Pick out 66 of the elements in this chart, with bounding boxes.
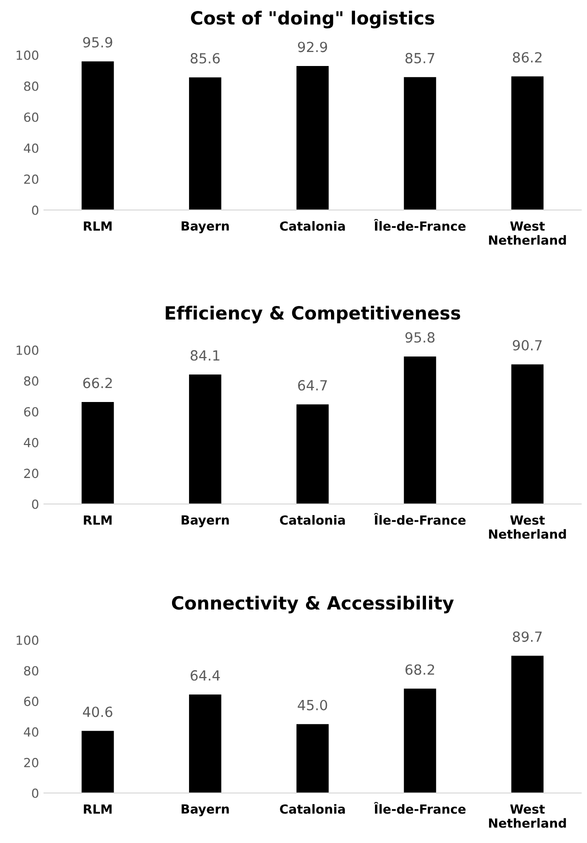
- x-tick-label: Bayern: [182, 804, 229, 816]
- y-tick-label: 20: [24, 758, 38, 768]
- x-tick-label: West Netherland: [489, 804, 566, 828]
- data-label: 90.7: [512, 340, 542, 351]
- bar: [189, 374, 222, 504]
- y-tick-label: 60: [24, 407, 38, 417]
- y-tick-label: 100: [16, 50, 38, 60]
- data-label: 40.6: [82, 706, 112, 718]
- x-tick-label: Bayern: [182, 221, 229, 234]
- bar: [82, 61, 114, 210]
- y-tick-label: 100: [16, 635, 38, 645]
- y-tick-label: 80: [24, 666, 38, 676]
- y-tick-label: 40: [24, 727, 38, 737]
- bar: [82, 402, 114, 504]
- bar: [511, 364, 544, 504]
- y-tick-label: 60: [24, 696, 38, 706]
- y-tick-label: 80: [24, 81, 38, 91]
- bar: [404, 356, 436, 504]
- bar: [511, 656, 544, 793]
- data-label: 66.2: [83, 378, 112, 388]
- y-tick-label: 40: [24, 438, 38, 448]
- data-label: 95.8: [405, 332, 435, 343]
- bar: [296, 404, 329, 504]
- x-tick-label: West Netherland: [489, 515, 566, 539]
- y-tick-label: 100: [16, 345, 38, 355]
- bar: [404, 688, 436, 793]
- data-label: 45.0: [298, 700, 328, 710]
- x-tick-label: Île-de-France: [374, 219, 466, 231]
- y-tick-label: 80: [24, 376, 38, 386]
- data-label: 92.9: [298, 42, 328, 52]
- x-tick-label: Bayern: [182, 515, 229, 528]
- x-tick-label: RLM: [84, 804, 112, 814]
- data-label: 95.9: [83, 37, 112, 48]
- bar: [404, 77, 436, 210]
- x-tick-label: Catalonia: [280, 515, 345, 525]
- data-label: 68.2: [406, 664, 434, 675]
- data-label: 64.4: [190, 670, 220, 681]
- x-tick-label: Catalonia: [280, 221, 345, 231]
- chart-title: Connectivity & Accessibility: [172, 596, 454, 614]
- y-tick-label: 20: [24, 174, 38, 184]
- y-tick-label: 40: [24, 143, 38, 153]
- data-label: 85.6: [190, 53, 220, 64]
- data-label: 64.7: [298, 380, 327, 391]
- data-label: 85.7: [405, 52, 434, 64]
- data-label: 86.2: [512, 52, 542, 63]
- data-label: 89.7: [512, 631, 542, 642]
- x-tick-label: RLM: [84, 221, 112, 231]
- chart-title: Cost of "doing" logistics: [190, 10, 434, 28]
- y-tick-label: 0: [32, 788, 38, 798]
- x-tick-label: Catalonia: [280, 804, 345, 814]
- bar: [296, 66, 329, 210]
- data-label: 84.1: [190, 350, 220, 361]
- y-tick-label: 0: [32, 499, 38, 509]
- y-tick-label: 60: [24, 112, 38, 122]
- chart-title: Efficiency & Competitiveness: [166, 306, 460, 324]
- bar: [296, 724, 329, 793]
- bar: [189, 77, 222, 210]
- x-tick-label: West Netherland: [489, 221, 566, 245]
- bar: [511, 76, 544, 210]
- x-tick-label: Île-de-France: [374, 513, 466, 525]
- bar: [82, 730, 114, 793]
- y-tick-label: 20: [24, 468, 38, 478]
- x-tick-label: Île-de-France: [374, 802, 466, 814]
- y-tick-label: 0: [32, 205, 38, 215]
- x-tick-label: RLM: [84, 515, 112, 525]
- bar: [189, 694, 222, 793]
